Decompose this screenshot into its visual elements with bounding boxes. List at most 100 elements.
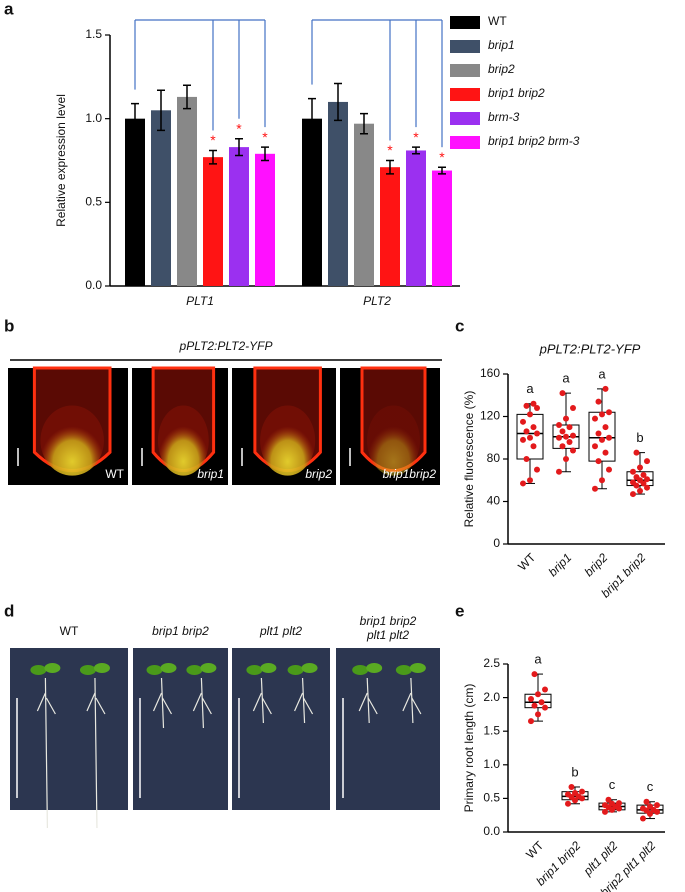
image-label: brip1 [197,467,224,481]
data-point [647,803,653,810]
photo [10,648,128,810]
data-point [520,418,526,425]
data-point [523,402,530,409]
chart-title: pPLT2:PLT2-YFP [539,341,641,356]
y-tick-label: 0 [493,536,500,550]
data-point [644,484,650,491]
panel-title: pPLT2:PLT2-YFP [179,339,273,353]
data-point [592,485,598,492]
leaf [287,665,304,675]
x-tick-label: PLT1 [186,294,214,308]
data-point [579,788,585,795]
data-point [630,491,636,498]
data-point [595,430,602,437]
data-point [602,808,608,815]
seedling-root [86,677,106,829]
data-point [542,686,548,693]
data-point [523,428,530,435]
data-point [566,424,573,431]
significance: * [439,149,445,165]
leaf [409,663,426,673]
x-tick-label: WT [515,550,539,574]
group-letter: b [636,430,643,445]
bar [151,110,171,286]
significance: * [210,132,216,148]
data-point [606,466,612,473]
x-tick-label: brip2 [582,550,611,579]
error-bar [412,146,420,155]
error-bar [360,112,368,135]
significance: * [236,120,242,136]
error-bar [334,82,342,122]
image-label: brip1 brip2 [152,624,209,638]
legend-swatch [450,136,480,149]
group-letter: a [598,366,606,381]
legend-swatch [450,40,480,53]
panel-label: e [455,601,464,620]
y-axis-label: Relative expression level [54,94,68,227]
group-letter: a [534,652,542,667]
y-tick-label: 1.5 [483,723,500,737]
data-point [531,702,538,709]
data-point [535,691,541,698]
data-point [637,464,643,471]
bar [229,147,249,286]
data-point [599,411,605,418]
legend-label: brip1 [488,38,515,52]
bar [432,170,452,286]
leaf [260,663,277,673]
panel-label: a [4,0,14,18]
leaf [146,665,163,675]
y-axis-label: Relative fluorescence (%) [462,391,476,528]
leaf [160,663,177,673]
seedling-root [36,677,56,829]
data-point [527,411,533,418]
group-letter: a [562,371,570,386]
group-letter: b [571,764,578,779]
data-point [640,805,646,812]
significance: * [413,129,419,145]
data-point [538,699,545,706]
data-point [640,471,647,478]
significance: * [387,142,393,158]
leaf [366,663,383,673]
data-point [523,456,530,462]
data-point [563,456,569,462]
data-point [528,718,534,725]
data-point [534,405,540,411]
seedling-root [192,677,212,729]
group-letter: a [526,381,534,396]
leaf [301,663,318,673]
data-point [570,447,576,454]
data-point [602,424,609,431]
leaf [186,665,203,675]
data-point [527,477,533,484]
data-point [556,422,562,428]
data-point [592,443,598,450]
seedling-root [152,677,173,729]
legend-swatch [450,88,480,101]
legend-swatch [450,64,480,77]
image-label: WT [60,624,79,638]
data-point [527,434,533,441]
data-point [559,428,566,435]
y-tick-label: 1.0 [483,757,500,771]
y-axis-label: Primary root length (cm) [462,684,476,813]
image-label: plt1 plt2 [366,628,409,642]
data-point [606,434,612,441]
bar [125,118,145,287]
x-tick-label: brip1 [546,550,575,579]
image-label: brip2 [305,467,332,481]
data-point [563,415,569,422]
leaf [200,663,217,673]
error-bar [209,149,217,165]
data-point [570,432,576,439]
panel-label: d [4,601,14,620]
legend-label: brip1 brip2 brm-3 [488,134,580,148]
bar [177,96,197,286]
error-bar [386,159,394,175]
legend-swatch [450,16,480,29]
data-point [570,405,576,411]
seedling-root [252,677,272,724]
